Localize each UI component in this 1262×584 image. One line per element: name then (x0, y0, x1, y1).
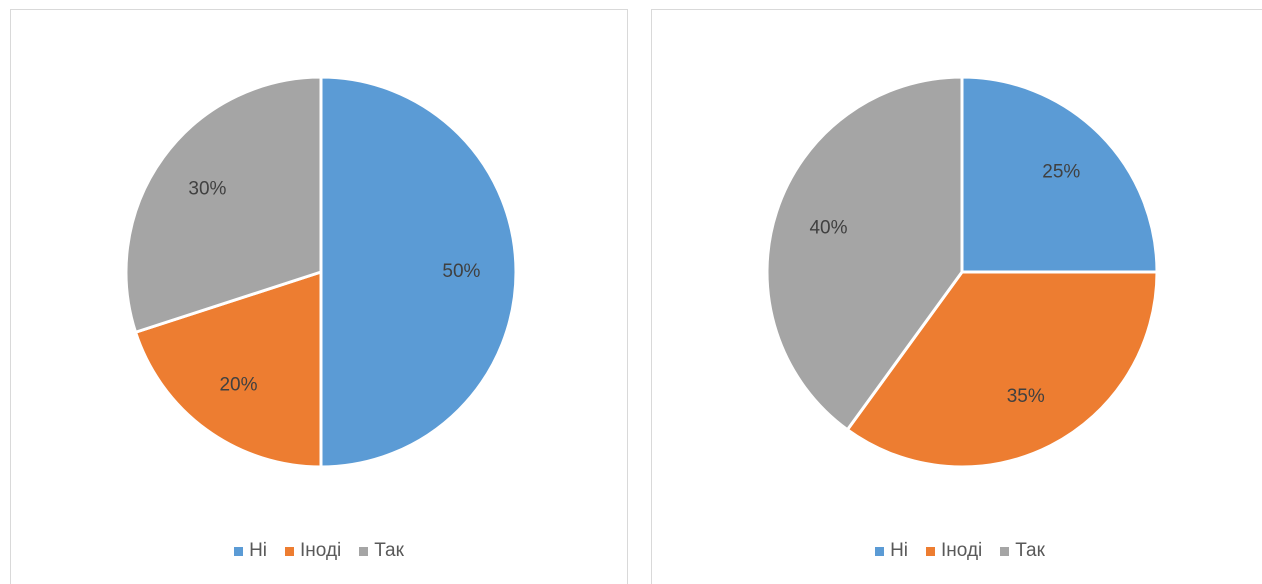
legend-swatch-inodi (926, 546, 936, 556)
pie-chart-right: 25% 35% 40% (765, 75, 1159, 469)
legend-swatch-tak (1000, 546, 1010, 556)
pie-slice-tak (765, 75, 964, 432)
legend-right: Ні Іноді Так (652, 540, 1262, 562)
data-label-tak: 40% (809, 218, 847, 239)
legend-left: Ні Іноді Так (11, 540, 627, 562)
legend-label-inodi: Іноді (300, 540, 342, 561)
pie-slice-inodi (845, 270, 1159, 469)
legend-label-ni: Ні (890, 540, 909, 561)
data-label-inodi: 20% (219, 375, 257, 396)
legend-item-tak: Так (359, 540, 404, 562)
legend-item-inodi: Іноді (285, 540, 341, 562)
legend-swatch-tak (359, 546, 369, 556)
pie-slice-inodi (134, 270, 323, 469)
data-label-ni: 25% (1042, 162, 1080, 183)
chart-panel-left: 50% 20% 30% Ні Іноді Так (10, 9, 628, 584)
chart-panel-right: 25% 35% 40% Ні Іноді Так (651, 9, 1262, 584)
legend-item-ni: Ні (234, 540, 267, 562)
legend-swatch-ni (875, 546, 885, 556)
legend-label-tak: Так (374, 540, 404, 561)
data-label-inodi: 35% (1007, 386, 1045, 407)
pie-slice-ni (960, 75, 1159, 274)
legend-item-inodi: Іноді (926, 540, 982, 562)
legend-swatch-inodi (285, 546, 295, 556)
pie-slice-tak (124, 75, 323, 334)
data-label-ni: 50% (442, 261, 480, 282)
pie-slice-ni (319, 75, 518, 469)
legend-item-ni: Ні (875, 540, 908, 562)
legend-label-inodi: Іноді (941, 540, 983, 561)
data-label-tak: 30% (188, 178, 226, 199)
pie-chart-left: 50% 20% 30% (124, 75, 518, 469)
legend-label-tak: Так (1015, 540, 1045, 561)
legend-label-ni: Ні (249, 540, 268, 561)
legend-item-tak: Так (1000, 540, 1045, 562)
legend-swatch-ni (234, 546, 244, 556)
